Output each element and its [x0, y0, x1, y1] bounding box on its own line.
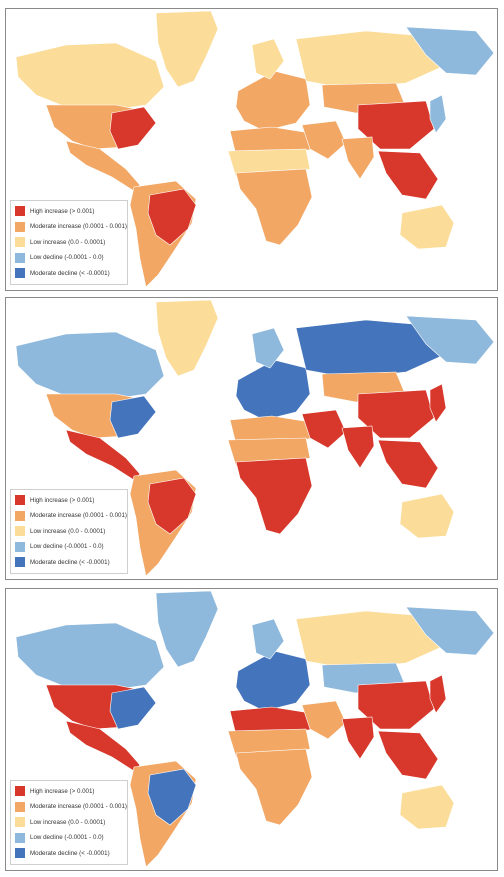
- legend-item: Low decline (-0.0001 - 0.0): [15, 250, 123, 266]
- region-india: [341, 716, 375, 760]
- region-greenland: [155, 590, 219, 668]
- legend-label: Moderate decline (< -0.0001): [30, 558, 110, 566]
- world-map-3: [15, 590, 495, 868]
- region-china: [357, 680, 435, 730]
- region-siberia-east: [405, 26, 495, 76]
- region-north-america-north: [15, 331, 165, 401]
- legend-swatch: [15, 801, 25, 812]
- map-panel-2: High increase (> 0.001) Moderate increase…: [5, 297, 498, 580]
- region-usa-east: [109, 106, 157, 150]
- legend-swatch: [15, 557, 25, 568]
- legend-label: High increase (> 0.001): [30, 207, 95, 215]
- legend-swatch: [15, 848, 25, 859]
- region-sub-saharan-africa: [235, 748, 313, 826]
- region-brazil: [147, 188, 197, 246]
- region-greenland: [155, 299, 219, 377]
- legend-label: Moderate increase (0.0001 - 0.001): [30, 223, 127, 231]
- legend-item: High increase (> 0.001): [15, 784, 123, 800]
- region-brazil: [147, 768, 197, 826]
- legend-label: Moderate decline (< -0.0001): [30, 269, 110, 277]
- region-middle-east: [301, 120, 347, 160]
- legend-label: Low decline (-0.0001 - 0.0): [30, 543, 104, 551]
- region-japan: [429, 383, 447, 423]
- region-brazil: [147, 477, 197, 535]
- map-panel-3: High increase (> 0.001) Moderate increase…: [5, 588, 498, 871]
- region-siberia-east: [405, 315, 495, 365]
- region-usa-east: [109, 686, 157, 730]
- legend-swatch: [15, 526, 25, 537]
- legend-item: Low increase (0.0 - 0.0001): [15, 524, 123, 540]
- region-scandinavia: [251, 38, 285, 80]
- legend-swatch: [15, 495, 25, 506]
- region-europe: [235, 650, 311, 712]
- legend-swatch: [15, 237, 25, 248]
- map-panel-1: High increase (> 0.001) Moderate increase…: [5, 8, 498, 291]
- region-australia: [399, 493, 455, 539]
- legend-swatch: [15, 832, 25, 843]
- region-southeast-asia: [377, 150, 439, 200]
- legend-item: High increase (> 0.001): [15, 204, 123, 220]
- region-sub-saharan-africa: [235, 168, 313, 246]
- legend-swatch: [15, 541, 25, 552]
- map-legend-2: High increase (> 0.001) Moderate increase…: [10, 488, 128, 574]
- legend-item: Low increase (0.0 - 0.0001): [15, 815, 123, 831]
- legend-swatch: [15, 206, 25, 217]
- map-legend-1: High increase (> 0.001) Moderate increase…: [10, 199, 128, 285]
- legend-swatch: [15, 817, 25, 828]
- legend-label: Moderate decline (< -0.0001): [30, 849, 110, 857]
- world-map-2: [15, 299, 495, 577]
- legend-swatch: [15, 221, 25, 232]
- legend-item: High increase (> 0.001): [15, 493, 123, 509]
- legend-item: Low increase (0.0 - 0.0001): [15, 235, 123, 251]
- region-india: [341, 136, 375, 180]
- legend-label: Moderate increase (0.0001 - 0.001): [30, 512, 127, 520]
- map-legend-3: High increase (> 0.001) Moderate increase…: [10, 779, 128, 865]
- legend-item: Moderate increase (0.0001 - 0.001): [15, 219, 127, 235]
- legend-item: Moderate decline (< -0.0001): [15, 846, 123, 862]
- region-india: [341, 425, 375, 469]
- region-russia: [295, 319, 447, 379]
- region-australia: [399, 204, 455, 250]
- legend-label: Low increase (0.0 - 0.0001): [30, 818, 106, 826]
- region-russia: [295, 30, 447, 90]
- legend-label: Low decline (-0.0001 - 0.0): [30, 834, 104, 842]
- legend-swatch: [15, 268, 25, 279]
- legend-label: Low decline (-0.0001 - 0.0): [30, 254, 104, 262]
- legend-item: Moderate increase (0.0001 - 0.001): [15, 508, 127, 524]
- legend-swatch: [15, 510, 25, 521]
- legend-item: Moderate decline (< -0.0001): [15, 266, 123, 282]
- world-map-1: [15, 10, 495, 288]
- region-russia: [295, 610, 447, 670]
- region-australia: [399, 784, 455, 830]
- region-north-america-north: [15, 622, 165, 692]
- region-siberia-east: [405, 606, 495, 656]
- region-scandinavia: [251, 327, 285, 369]
- region-north-america-north: [15, 42, 165, 112]
- region-greenland: [155, 10, 219, 88]
- region-southeast-asia: [377, 730, 439, 780]
- legend-item: Moderate increase (0.0001 - 0.001): [15, 799, 127, 815]
- legend-item: Low decline (-0.0001 - 0.0): [15, 539, 123, 555]
- legend-label: Low increase (0.0 - 0.0001): [30, 238, 106, 246]
- region-middle-east: [301, 409, 347, 449]
- region-middle-east: [301, 700, 347, 740]
- legend-swatch: [15, 252, 25, 263]
- region-europe: [235, 70, 311, 132]
- region-southeast-asia: [377, 439, 439, 489]
- legend-label: High increase (> 0.001): [30, 496, 95, 504]
- region-china: [357, 389, 435, 439]
- region-europe: [235, 359, 311, 421]
- legend-swatch: [15, 786, 25, 797]
- legend-label: Moderate increase (0.0001 - 0.001): [30, 803, 127, 811]
- region-scandinavia: [251, 618, 285, 660]
- region-japan: [429, 94, 447, 134]
- legend-label: High increase (> 0.001): [30, 787, 95, 795]
- region-japan: [429, 674, 447, 714]
- legend-item: Moderate decline (< -0.0001): [15, 555, 123, 571]
- legend-item: Low decline (-0.0001 - 0.0): [15, 830, 123, 846]
- region-china: [357, 100, 435, 150]
- region-usa-east: [109, 395, 157, 439]
- legend-label: Low increase (0.0 - 0.0001): [30, 527, 106, 535]
- region-sub-saharan-africa: [235, 457, 313, 535]
